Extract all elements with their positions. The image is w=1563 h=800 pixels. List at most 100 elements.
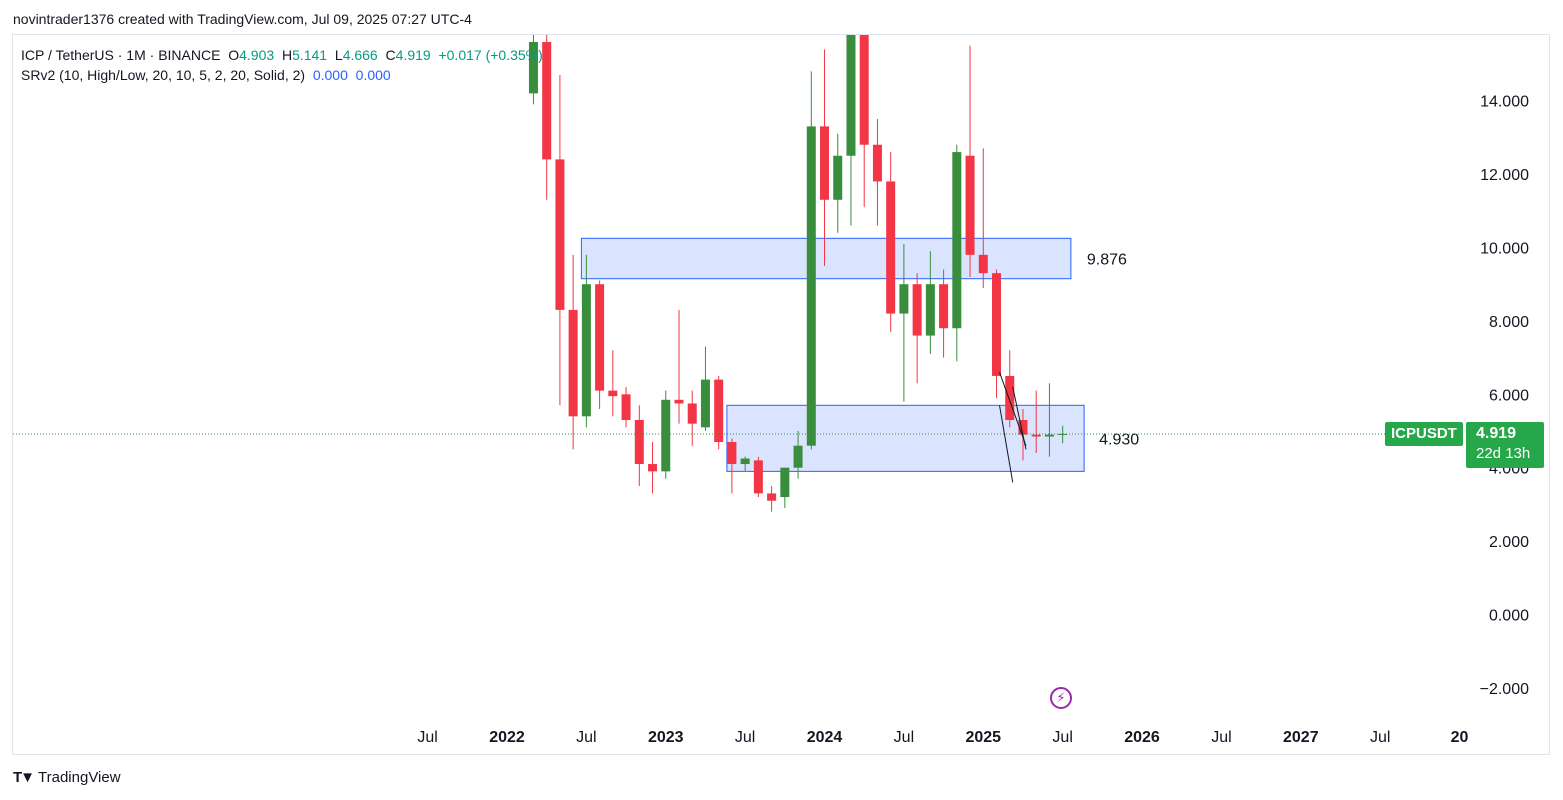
candle (1005, 350, 1015, 428)
x-tick-label: 2027 (1283, 729, 1319, 746)
candle (859, 35, 869, 208)
candle-body (872, 144, 882, 182)
x-tick-label: 2025 (965, 729, 1001, 746)
tradingview-logo-icon: T▼ (13, 769, 35, 786)
x-tick-label: 20 (1451, 729, 1469, 746)
candle (555, 75, 565, 406)
chart-pane[interactable] (12, 34, 1550, 755)
sr-zone-1 (580, 237, 1072, 280)
legend-ohlc-row: ICP / TetherUS · 1M · BINANCE O4.903 H5.… (21, 45, 543, 65)
y-tick-label: −2.000 (1480, 681, 1529, 698)
candle (939, 269, 949, 358)
candle-body (1031, 434, 1041, 437)
trend-line (1012, 386, 1027, 450)
indicator-value-2: 0.000 (355, 67, 391, 83)
x-axis: Jul 2022 Jul 2023 Jul 2024 Jul 2025 Jul 2026 Jul 20… (417, 729, 1468, 746)
legend-close-value: 4.919 (395, 47, 431, 63)
candle (595, 280, 605, 409)
candle-body (581, 284, 591, 417)
candle-body (806, 126, 816, 446)
candle-body (978, 254, 988, 274)
x-tick-label: Jul (894, 729, 914, 746)
legend-symbol[interactable]: ICP / TetherUS · 1M · BINANCE (21, 47, 221, 63)
candle (912, 273, 922, 384)
indicator-name[interactable]: SRv2 (10, High/Low, 20, 10, 5, 2, 20, So… (21, 67, 306, 83)
chart-legend: ICP / TetherUS · 1M · BINANCE O4.903 H5.… (21, 45, 543, 85)
symbol-price-tag: ICPUSDT (1385, 422, 1463, 446)
candle (700, 346, 710, 431)
candle-body (952, 152, 962, 329)
candle-body (846, 35, 856, 156)
candle (740, 456, 750, 472)
candle (872, 119, 882, 226)
x-tick-label: 2023 (648, 729, 684, 746)
y-tick-label: 8.000 (1489, 314, 1529, 331)
candle-body (886, 181, 896, 314)
candle-body (859, 35, 869, 145)
candle (542, 35, 552, 200)
candle (621, 386, 631, 428)
sr-zone-label-1: 9.876 (1087, 252, 1127, 269)
candle-body (1044, 434, 1054, 437)
candle (806, 71, 816, 450)
last-price-tag: 4.919 22d 13h (1466, 422, 1544, 468)
candle-body (700, 379, 710, 428)
candle (925, 251, 935, 354)
candle (687, 390, 697, 446)
y-tick-label: 12.000 (1480, 167, 1529, 184)
candle-body (648, 464, 658, 472)
sr-zone-2 (726, 404, 1085, 472)
x-tick-label: 2022 (489, 729, 525, 746)
y-tick-label: 0.000 (1489, 608, 1529, 625)
candle (886, 152, 896, 332)
x-tick-label: Jul (576, 729, 596, 746)
candle-body (674, 399, 684, 404)
candles-layer (528, 35, 1068, 512)
y-tick-label: 6.000 (1489, 387, 1529, 404)
candle (753, 456, 763, 498)
footer-brand[interactable]: T▼ TradingView (13, 769, 121, 786)
candle (965, 45, 975, 277)
sr-zone-label-2: 4.930 (1099, 431, 1139, 448)
footer-brand-label: TradingView (38, 769, 121, 786)
candle-body (608, 390, 618, 397)
candle (1031, 390, 1041, 454)
legend-close-label: C (385, 47, 396, 63)
bar-countdown: 22d 13h (1476, 445, 1531, 462)
candle (1058, 425, 1068, 444)
candle (661, 390, 671, 479)
zones-layer: 9.876 4.930 (580, 237, 1139, 472)
candle-body (634, 419, 644, 465)
candle (528, 35, 538, 105)
candle-body (595, 284, 605, 391)
last-price-value: 4.919 (1476, 425, 1517, 442)
candle (1044, 383, 1054, 457)
legend-low-label: L (334, 47, 343, 63)
candle-body (542, 41, 552, 160)
x-tick-label: Jul (1211, 729, 1231, 746)
candle (899, 243, 909, 402)
candle (820, 49, 830, 266)
candle-body (767, 493, 777, 501)
candle-body (714, 379, 724, 443)
x-tick-label: 2024 (807, 729, 843, 746)
candle-body (1058, 433, 1068, 435)
candle-body (925, 284, 935, 336)
candle-body (740, 458, 750, 465)
candle-body (528, 41, 538, 94)
candle-body (899, 284, 909, 314)
lightning-icon[interactable]: ⚡ (1050, 687, 1072, 709)
candle-body (965, 155, 975, 255)
candle-body (753, 460, 763, 494)
candle-body (820, 126, 830, 200)
candle (608, 350, 618, 417)
x-tick-label: 2026 (1124, 729, 1160, 746)
legend-open-label: O (228, 47, 240, 63)
candle (846, 35, 856, 226)
x-tick-label: Jul (1370, 729, 1390, 746)
y-axis: 14.00012.00010.0008.0006.0004.0002.0000.… (1480, 94, 1529, 698)
candle (767, 486, 777, 512)
candle-body (621, 394, 631, 420)
x-tick-label: Jul (1052, 729, 1072, 746)
